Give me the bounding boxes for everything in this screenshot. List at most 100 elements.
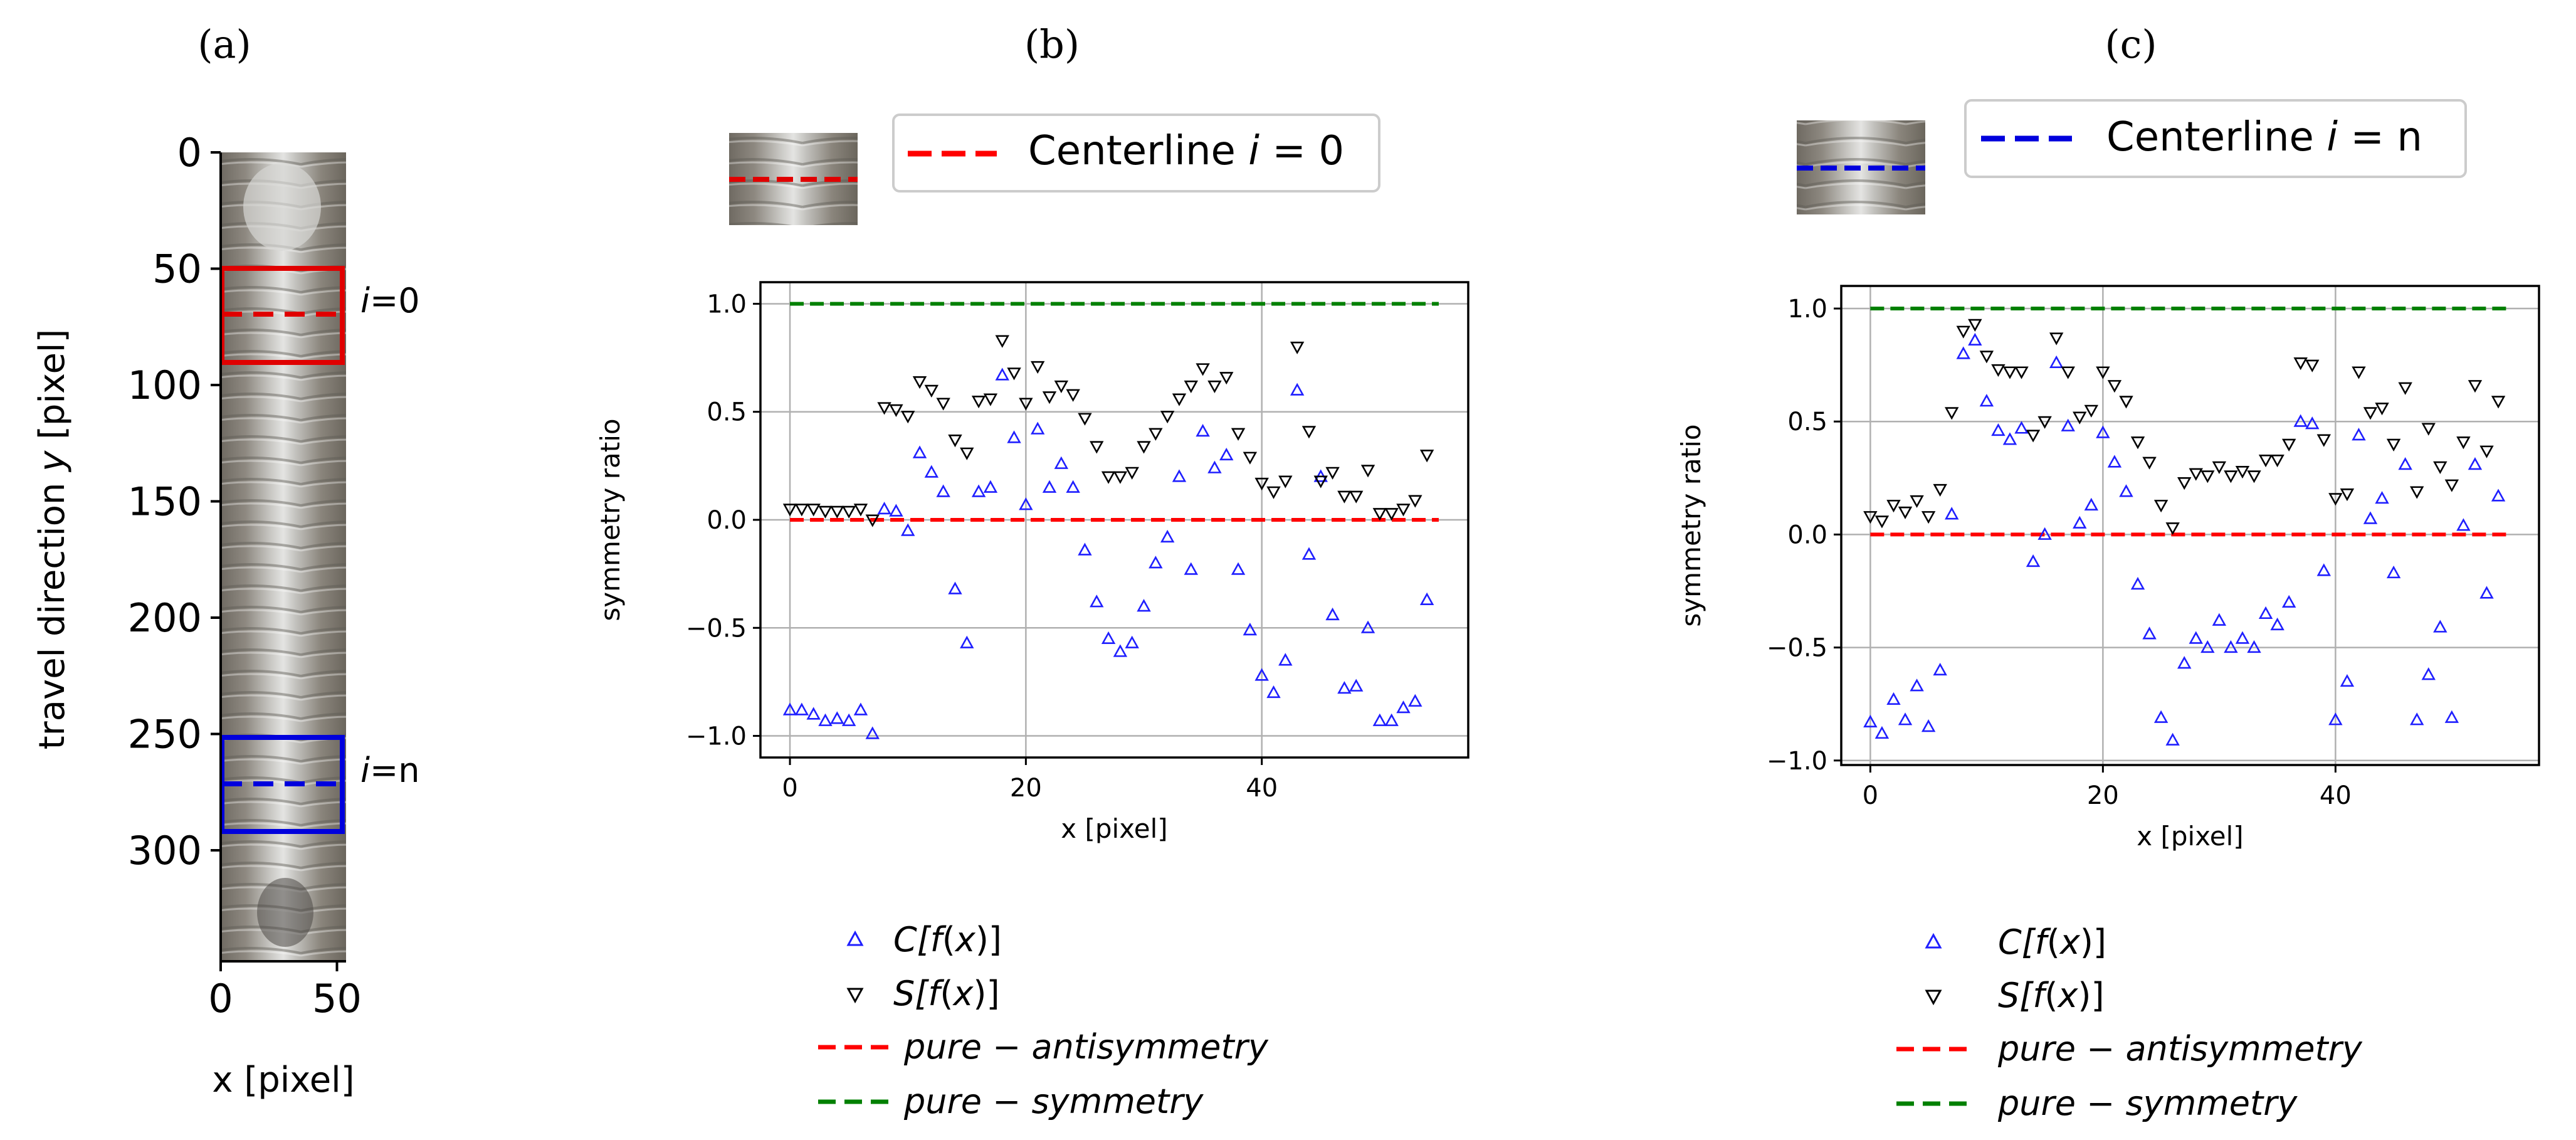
b-point-c-30 — [1137, 599, 1151, 612]
a-ytick-label-2: 100 — [128, 362, 202, 408]
c-point-s-27 — [2177, 477, 2192, 490]
b-point-s-38 — [1231, 428, 1246, 441]
b-point-c-41 — [1266, 685, 1281, 699]
c-ytick-label-2: 0.0 — [1787, 520, 1827, 549]
b-point-c-43 — [1290, 383, 1305, 396]
c-point-c-50 — [2444, 710, 2459, 723]
a-ylabel: travel direction y [pixel] — [32, 329, 73, 750]
c-point-s-20 — [2096, 366, 2110, 379]
b-point-c-33 — [1172, 469, 1187, 482]
c-point-c-39 — [2316, 563, 2332, 576]
b-point-c-5 — [841, 713, 856, 726]
b-point-s-53 — [1408, 495, 1422, 508]
c-point-c-42 — [2352, 428, 2366, 441]
b-point-c-51 — [1384, 713, 1399, 726]
c-point-s-29 — [2200, 470, 2215, 483]
b-point-c-1 — [794, 702, 809, 715]
b-point-s-40 — [1254, 477, 1269, 491]
c-xlabel: x [pixel] — [2137, 821, 2243, 852]
b-xtick-label-1: 20 — [1010, 774, 1042, 803]
c-point-s-25 — [2153, 500, 2169, 513]
c-point-s-40 — [2328, 493, 2343, 506]
a-xtick-label-0: 0 — [208, 976, 233, 1021]
b-point-c-35 — [1196, 424, 1210, 437]
panel-label-b: (b) — [1024, 21, 1080, 67]
b-point-s-28 — [1113, 471, 1128, 484]
b-point-s-39 — [1243, 451, 1258, 465]
legend-c-s-marker — [1925, 990, 1942, 1006]
c-point-c-23 — [2130, 577, 2145, 590]
b-point-c-0 — [782, 702, 797, 715]
b-point-c-21 — [1030, 421, 1045, 435]
c-point-s-16 — [2049, 332, 2064, 346]
c-point-c-34 — [2258, 606, 2273, 620]
b-point-c-27 — [1101, 631, 1116, 644]
c-point-s-42 — [2352, 366, 2366, 379]
legend-b-series: C[f(x)] S[f(x)] pure − antisymmetry pure… — [818, 920, 1269, 1121]
b-point-s-22 — [1042, 391, 1057, 404]
c-point-s-6 — [1933, 483, 1947, 497]
c-point-s-15 — [2037, 416, 2052, 429]
c-point-s-5 — [1921, 511, 1936, 524]
c-point-c-43 — [2363, 511, 2378, 524]
b-point-s-26 — [1090, 441, 1104, 454]
c-point-c-13 — [2014, 421, 2029, 434]
b-point-c-23 — [1054, 456, 1069, 469]
weld-ripple-texture — [221, 152, 346, 961]
c-point-c-40 — [2328, 712, 2343, 726]
c-point-s-45 — [2386, 438, 2401, 451]
b-point-c-3 — [818, 713, 833, 726]
c-point-s-53 — [2479, 445, 2494, 458]
c-point-c-31 — [2224, 640, 2238, 653]
c-xtick-label-1: 20 — [2087, 781, 2119, 810]
b-point-s-44 — [1301, 426, 1317, 439]
b-point-c-47 — [1337, 681, 1352, 694]
b-ytick-label-0: −1.0 — [686, 722, 747, 751]
b-point-c-48 — [1349, 678, 1364, 692]
c-point-s-41 — [2340, 488, 2355, 502]
c-point-c-10 — [1979, 394, 1994, 407]
chart-b: 0 20 40 −1.0 −0.5 0.0 0.5 1.0 x [pixel] symmetry … — [595, 281, 1469, 844]
b-point-s-45 — [1313, 475, 1328, 488]
c-point-c-24 — [2142, 626, 2157, 640]
b-point-s-54 — [1419, 450, 1434, 463]
c-point-c-14 — [2026, 554, 2041, 567]
c-plot-frame — [1840, 285, 2540, 766]
c-point-c-8 — [1956, 346, 1970, 359]
legend-b-centerline-box — [892, 113, 1380, 193]
c-point-c-7 — [1945, 507, 1959, 520]
c-point-s-49 — [2433, 461, 2447, 474]
c-point-s-52 — [2468, 380, 2483, 393]
c-point-c-54 — [2491, 488, 2506, 502]
c-point-c-3 — [1898, 712, 1913, 726]
b-point-c-10 — [901, 523, 915, 536]
b-point-c-19 — [1007, 430, 1021, 443]
label-i0: i=0 — [360, 281, 420, 320]
b-point-s-33 — [1172, 393, 1187, 406]
c-point-s-26 — [2165, 522, 2180, 536]
c-point-s-24 — [2142, 457, 2157, 470]
legend-c-anti-label: pure − antisymmetry — [1997, 1029, 2363, 1069]
c-xtick-label-2: 40 — [2320, 781, 2352, 810]
b-point-c-7 — [865, 726, 880, 739]
b-point-c-46 — [1325, 607, 1340, 621]
a-ytick-label-4: 200 — [128, 595, 202, 641]
c-point-c-35 — [2270, 617, 2284, 631]
c-point-s-30 — [2212, 461, 2227, 474]
c-point-s-37 — [2293, 357, 2308, 371]
b-xtick-label-0: 0 — [782, 774, 797, 803]
b-point-s-23 — [1054, 380, 1069, 394]
c-point-s-31 — [2224, 470, 2238, 483]
c-point-s-36 — [2281, 438, 2296, 451]
c-point-s-32 — [2235, 466, 2250, 479]
c-point-c-22 — [2119, 484, 2133, 497]
c-point-s-22 — [2119, 396, 2133, 409]
b-point-s-9 — [889, 404, 903, 417]
b-point-c-32 — [1160, 529, 1175, 543]
panel-a: 0 50 100 150 200 250 300 0 50 i=0 i=n x [pixel]… — [32, 130, 420, 1100]
c-point-c-27 — [2177, 656, 2192, 669]
b-point-c-54 — [1419, 592, 1434, 605]
b-point-s-27 — [1101, 471, 1116, 484]
b-point-s-35 — [1196, 363, 1210, 376]
